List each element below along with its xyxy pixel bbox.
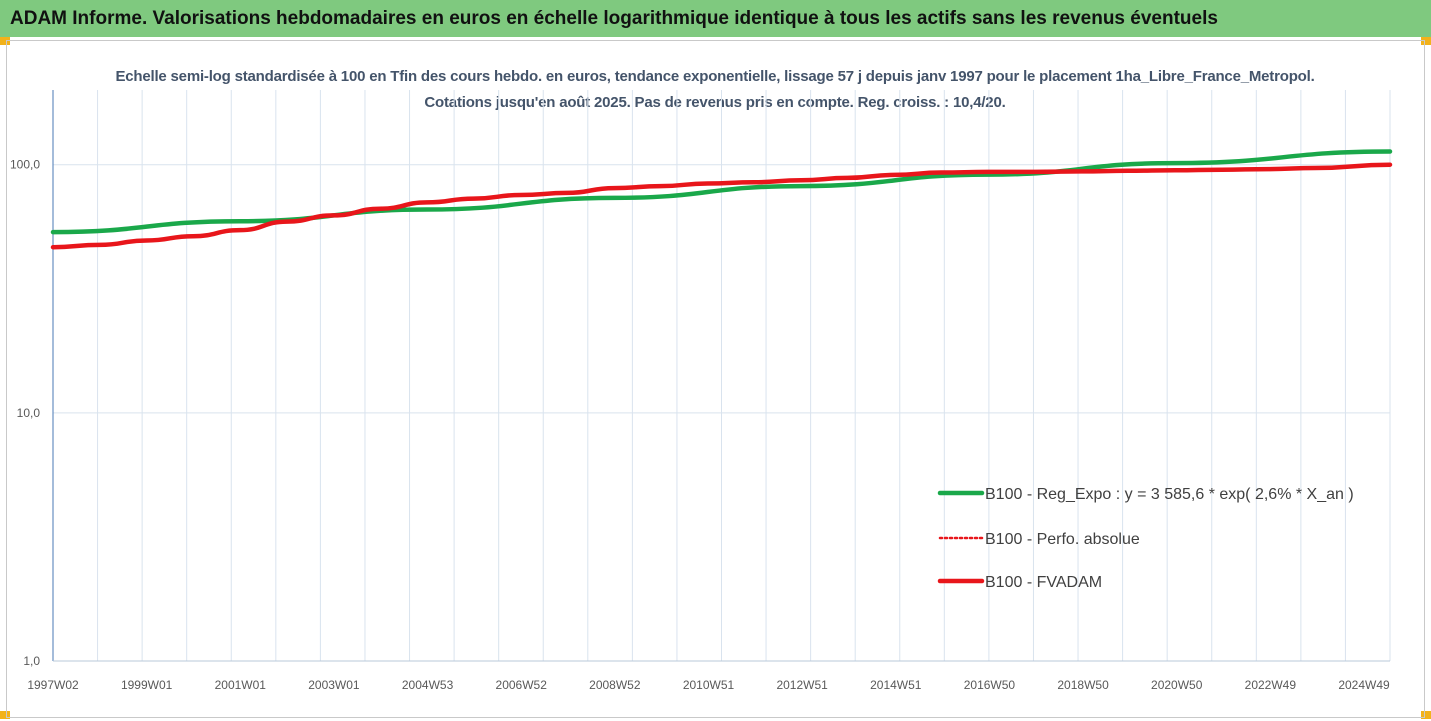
legend-label: B100 - FVADAM — [985, 574, 1102, 591]
x-tick-label: 2001W01 — [215, 678, 267, 692]
x-tick-label: 2008W52 — [589, 678, 641, 692]
series-line-perfo-absolue — [52, 163, 1391, 249]
legend: B100 - Reg_Expo : y = 3 585,6 * exp( 2,6… — [937, 486, 1354, 591]
series-lines — [50, 149, 1393, 250]
y-tick-label: 100,0 — [10, 158, 40, 172]
chart-title: Echelle semi-log standardisée à 100 en T… — [115, 68, 1315, 111]
report-banner-title: ADAM Informe. Valorisations hebdomadaire… — [0, 0, 1431, 37]
corner-marker-bottom-right — [1421, 711, 1431, 719]
x-tick-label: 1999W01 — [121, 678, 173, 692]
chart-frame — [6, 40, 1425, 718]
y-tick-label: 10,0 — [17, 406, 41, 420]
x-tick-label: 2022W49 — [1245, 678, 1297, 692]
series-line-reg-expo — [50, 149, 1393, 235]
x-tick-label: 2016W50 — [964, 678, 1016, 692]
legend-label: B100 - Perfo. absolue — [985, 531, 1140, 548]
x-tick-label: 2012W51 — [776, 678, 828, 692]
corner-marker-top-left — [0, 37, 10, 45]
corner-marker-bottom-left — [0, 711, 10, 719]
x-tick-label: 2004W53 — [402, 678, 454, 692]
gridlines — [53, 90, 1391, 662]
x-tick-label: 2006W52 — [496, 678, 548, 692]
x-tick-label: 2024W49 — [1338, 678, 1390, 692]
x-tick-label: 1997W02 — [27, 678, 79, 692]
x-tick-label: 2018W50 — [1057, 678, 1109, 692]
corner-marker-top-right — [1421, 37, 1431, 45]
x-tick-label: 2020W50 — [1151, 678, 1203, 692]
x-tick-label: 2014W51 — [870, 678, 922, 692]
axes: 1,0 10,0 100,0 1997W02 1999W01 2001W01 2003W01… — [10, 90, 1390, 692]
x-tick-label: 2010W51 — [683, 678, 735, 692]
legend-label: B100 - Reg_Expo : y = 3 585,6 * exp( 2,6… — [985, 486, 1354, 503]
x-tick-label: 2003W01 — [308, 678, 360, 692]
y-tick-label: 1,0 — [23, 654, 40, 668]
